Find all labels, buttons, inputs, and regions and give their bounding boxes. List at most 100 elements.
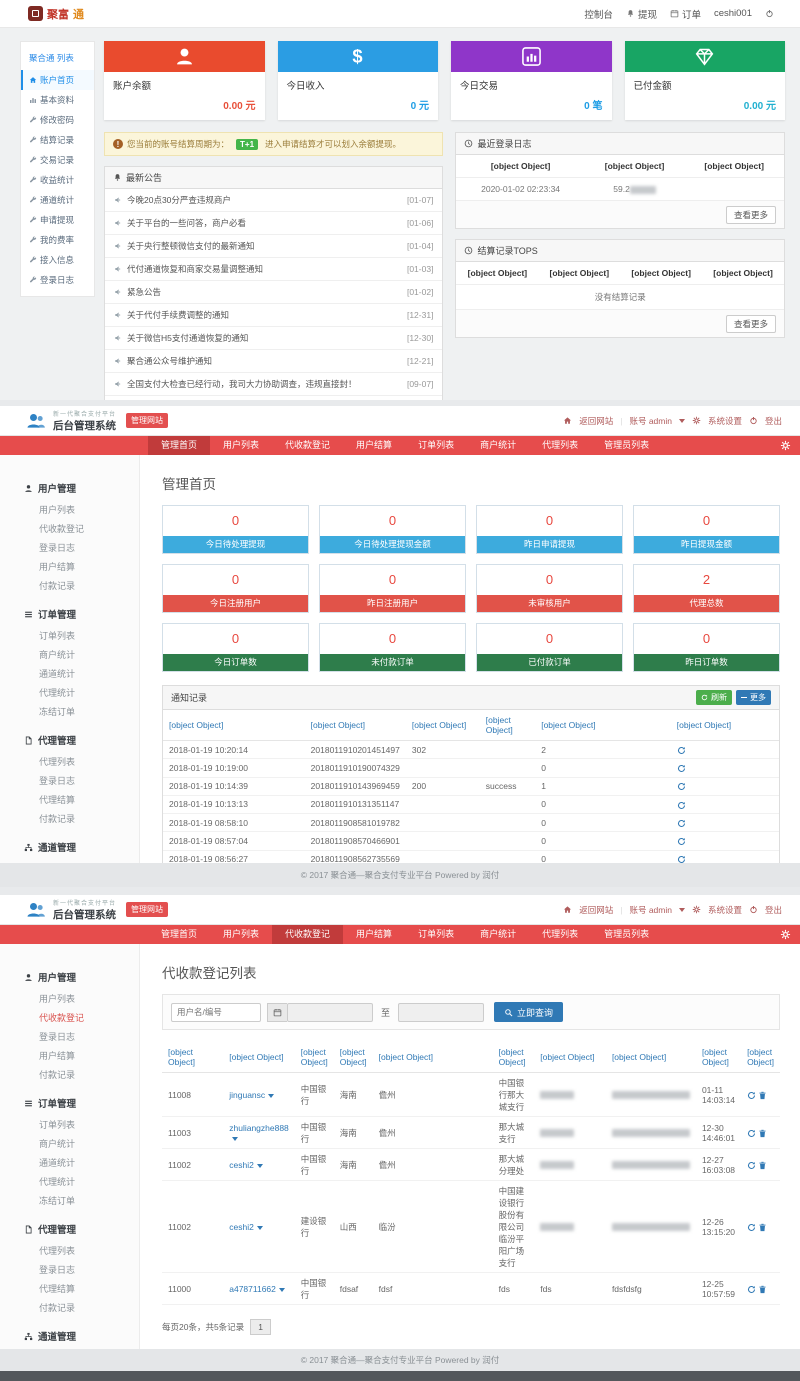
account-menu[interactable]: 账号 admin [629, 904, 672, 915]
login-log-more-button[interactable]: 查看更多 [725, 206, 776, 224]
system-settings-link[interactable]: 系统设置 [707, 904, 742, 915]
merchant-sidebar-item[interactable]: 通道统计 [21, 190, 94, 210]
account-menu[interactable]: 账号 admin [629, 415, 672, 426]
announcement-item[interactable]: 今晚20点30分严查违规商户 [01-07] [105, 189, 443, 212]
trash-icon[interactable] [758, 1223, 767, 1232]
merchant-sidebar-item[interactable]: 基本资料 [21, 90, 94, 110]
account-name-link[interactable]: ceshi2 [229, 1159, 254, 1170]
account-name-link[interactable]: a478711662 [229, 1283, 276, 1294]
order-number-link[interactable]: 2018011910131351147 [304, 795, 406, 815]
trash-icon[interactable] [758, 1091, 767, 1100]
admin-sidebar-entry[interactable]: 代理列表 [24, 1241, 139, 1260]
nav-tab[interactable]: 管理首页 [161, 929, 198, 939]
manual-notify-icon[interactable] [677, 855, 686, 863]
nav-tab[interactable]: 代收款登记 [285, 440, 331, 450]
admin-sidebar-entry[interactable]: 付款记录 [24, 576, 139, 595]
nav-tab[interactable]: 代理列表 [542, 929, 579, 939]
nav-tab[interactable]: 订单列表 [418, 440, 455, 450]
nav-gear-icon[interactable] [780, 440, 791, 451]
nav-tab[interactable]: 代收款登记 [272, 925, 344, 944]
admin-sidebar-entry[interactable]: 代收款登记 [24, 1008, 139, 1027]
admin-sidebar-entry[interactable]: 用户管理 [24, 970, 139, 984]
admin-sidebar-entry[interactable]: 商户统计 [24, 645, 139, 664]
refresh-row-icon[interactable] [747, 1091, 756, 1100]
nav-tab[interactable]: 代理列表 [542, 440, 579, 450]
admin-sidebar-entry[interactable]: 代理列表 [24, 752, 139, 771]
nav-tab[interactable]: 管理员列表 [604, 440, 650, 450]
announcement-item[interactable]: 紧急公告 [01-02] [105, 281, 443, 304]
manual-notify-icon[interactable] [677, 764, 686, 773]
admin-sidebar-entry[interactable]: 订单管理 [24, 607, 139, 621]
admin-sidebar-entry[interactable]: 登录日志 [24, 538, 139, 557]
merchant-sidebar-item[interactable]: 申请提现 [21, 210, 94, 230]
trash-icon[interactable] [758, 1161, 767, 1170]
manual-notify-icon[interactable] [677, 819, 686, 828]
logout-link[interactable]: 登出 [764, 904, 782, 915]
username-search-input[interactable] [171, 1002, 261, 1022]
announcement-item[interactable]: 代付通道恢复和商家交易量调整通知 [01-03] [105, 258, 443, 281]
admin-sidebar-entry[interactable]: 商户统计 [24, 1134, 139, 1153]
admin-sidebar-entry[interactable]: 代理管理 [24, 733, 139, 747]
trash-icon[interactable] [758, 1129, 767, 1138]
merchant-sidebar-item[interactable]: 登录日志 [21, 270, 94, 290]
manual-notify-icon[interactable] [677, 782, 686, 791]
admin-sidebar-entry[interactable]: 用户列表 [24, 500, 139, 519]
search-button[interactable]: 立即查询 [494, 1002, 564, 1022]
merchant-sidebar-item[interactable]: 修改密码 [21, 110, 94, 130]
admin-brand[interactable]: 新一代聚合支付平台 后台管理系统 管理网站 [24, 898, 169, 922]
admin-sidebar-entry[interactable]: 冻结订单 [24, 702, 139, 721]
topnav-withdraw-link[interactable]: 提现 [626, 7, 657, 21]
refresh-button[interactable]: 刷新 [696, 690, 732, 705]
admin-sidebar-entry[interactable]: 通道管理 [24, 1329, 139, 1343]
admin-sidebar-entry[interactable]: 代理结算 [24, 1279, 139, 1298]
merchant-logo[interactable]: 聚富 通 [28, 6, 84, 22]
order-number-link[interactable]: 2018011910201451497 [304, 740, 406, 760]
order-number-link[interactable]: 2018011908562735569 [304, 850, 406, 863]
announcement-item[interactable]: 全国支付大检查已经行动，我司大力协助调查，违规直接封！ [09-07] [105, 373, 443, 396]
refresh-row-icon[interactable] [747, 1285, 756, 1294]
nav-tab[interactable]: 管理首页 [148, 436, 211, 455]
merchant-sidebar-item[interactable]: 账户首页 [21, 70, 94, 90]
announcement-item[interactable]: 关于央行整顿微信支付的最新通知 [01-04] [105, 235, 443, 258]
back-to-site-link[interactable]: 返回网站 [579, 904, 614, 915]
admin-sidebar-entry[interactable]: 付款记录 [24, 809, 139, 828]
account-name-link[interactable]: ceshi2 [229, 1221, 254, 1232]
order-number-link[interactable]: 2018011910143969459 [304, 777, 406, 796]
logout-button[interactable] [765, 9, 774, 18]
nav-tab[interactable]: 用户列表 [223, 440, 260, 450]
refresh-row-icon[interactable] [747, 1223, 756, 1232]
nav-tab[interactable]: 管理员列表 [604, 929, 650, 939]
admin-sidebar-entry[interactable]: 订单列表 [24, 1115, 139, 1134]
topnav-order-link[interactable]: 订单 [670, 7, 701, 21]
logout-link[interactable]: 登出 [764, 415, 782, 426]
nav-tab[interactable]: 用户列表 [223, 929, 260, 939]
admin-sidebar-entry[interactable]: 代收款登记 [24, 519, 139, 538]
account-name-link[interactable]: zhuliangzhe888 [229, 1122, 289, 1133]
admin-sidebar-entry[interactable]: 付款记录 [24, 1298, 139, 1317]
merchant-sidebar-item[interactable]: 接入信息 [21, 250, 94, 270]
admin-sidebar-entry[interactable]: 用户列表 [24, 989, 139, 1008]
admin-sidebar-entry[interactable]: 通道统计 [24, 1153, 139, 1172]
admin-sidebar-entry[interactable]: 通道管理 [24, 840, 139, 854]
system-settings-link[interactable]: 系统设置 [707, 415, 742, 426]
order-number-link[interactable]: 2018011908581019782 [304, 813, 406, 833]
back-to-site-link[interactable]: 返回网站 [579, 415, 614, 426]
calendar-addon[interactable] [267, 1002, 287, 1022]
date-to-input[interactable] [398, 1002, 485, 1022]
refresh-row-icon[interactable] [747, 1129, 756, 1138]
merchant-sidebar-item[interactable]: 收益统计 [21, 170, 94, 190]
order-number-link[interactable]: 2018011910190074329 [304, 758, 406, 778]
topnav-console-link[interactable]: 控制台 [584, 9, 613, 21]
announcement-item[interactable]: 关于微信H5支付通道恢复的通知 [12-30] [105, 327, 443, 350]
account-name-link[interactable]: jinguansc [229, 1089, 266, 1100]
announcement-item[interactable]: 聚合通公众号维护通知 [12-21] [105, 350, 443, 373]
topnav-username[interactable]: ceshi001 [713, 8, 752, 19]
settlement-more-button[interactable]: 查看更多 [725, 315, 776, 333]
trash-icon[interactable] [758, 1285, 767, 1294]
more-button[interactable]: 更多 [736, 690, 771, 705]
manual-notify-icon[interactable] [677, 801, 686, 810]
nav-tab[interactable]: 用户结算 [356, 929, 393, 939]
announcement-item[interactable]: 关于平台的一些问答，商户必看 [01-06] [105, 212, 443, 235]
nav-gear-icon[interactable] [780, 929, 791, 940]
admin-sidebar-entry[interactable]: 用户结算 [24, 1046, 139, 1065]
